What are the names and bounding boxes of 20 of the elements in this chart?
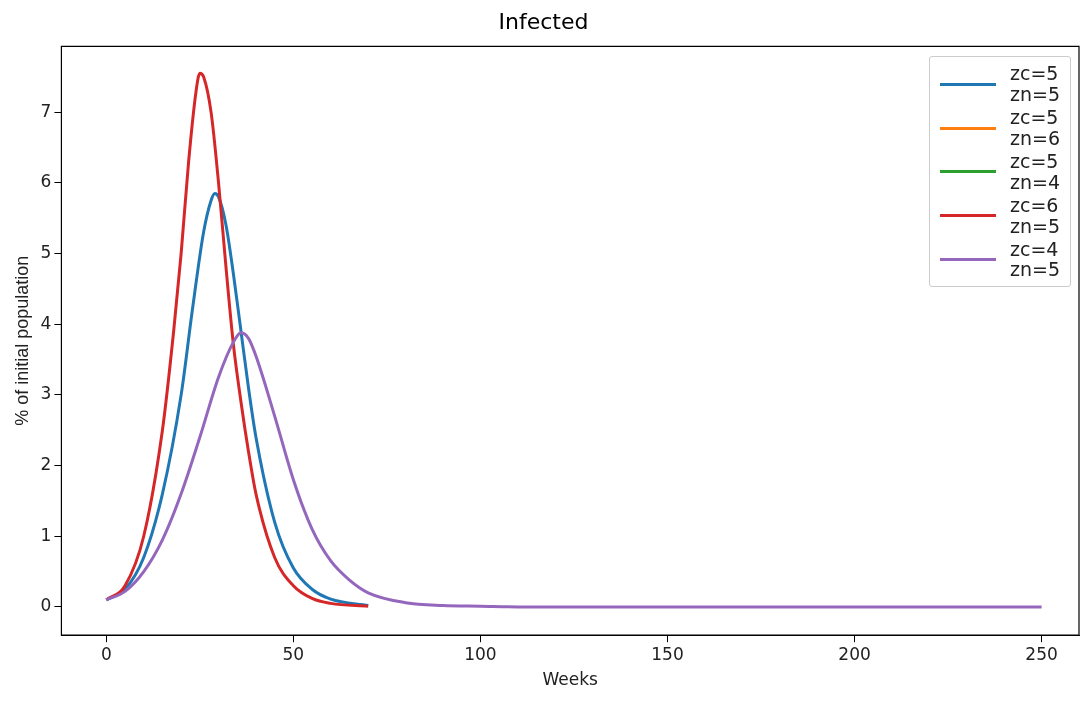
- x-axis-title: Weeks: [542, 669, 599, 690]
- y-axis-title: % of initial population: [11, 255, 32, 426]
- y-tick-label: 1: [40, 524, 52, 545]
- y-tick-label: 0: [40, 595, 52, 616]
- y-tick-label: 3: [40, 383, 52, 404]
- y-tick-label: 7: [40, 100, 52, 121]
- x-tick-label: 0: [100, 643, 112, 664]
- x-tick-label: 250: [1025, 643, 1058, 664]
- chart-title: Infected: [498, 8, 589, 34]
- x-tick-label: 150: [651, 643, 684, 664]
- line-series: [104, 331, 1044, 609]
- y-tick-label: 6: [40, 171, 52, 192]
- x-tick-label: 50: [282, 643, 305, 664]
- x-tick-label: 100: [464, 643, 497, 664]
- x-tick-label: 200: [838, 643, 871, 664]
- y-tick-label: 5: [40, 241, 52, 262]
- y-tick-label: 4: [40, 312, 52, 333]
- legend-label: zc=4 zn=5: [1010, 237, 1061, 281]
- y-tick-label: 2: [40, 453, 52, 474]
- line-series: [104, 71, 370, 608]
